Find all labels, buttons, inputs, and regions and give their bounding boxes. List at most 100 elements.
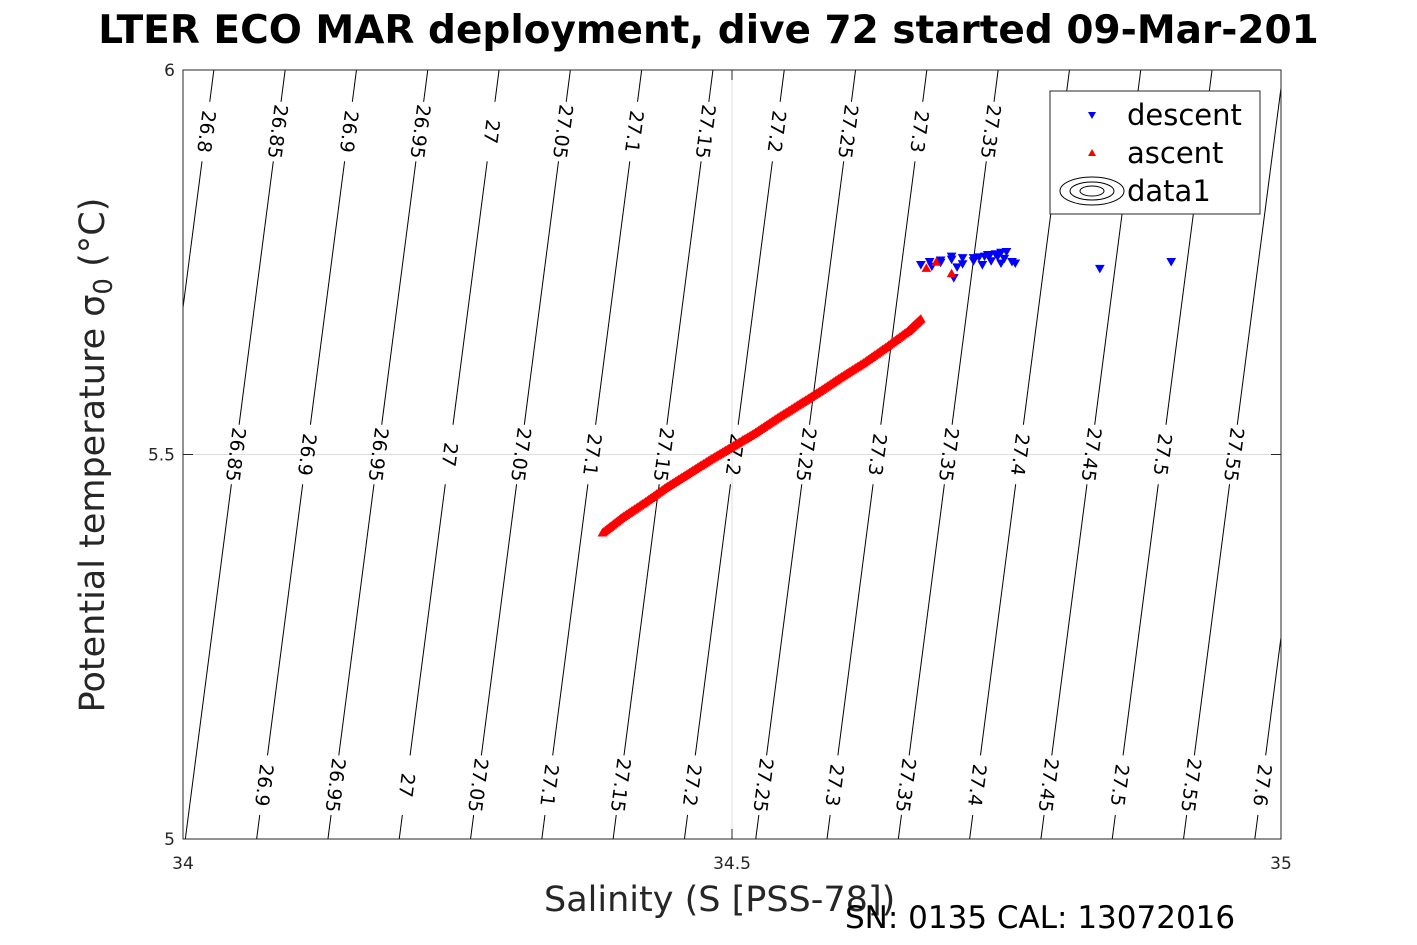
contour-line	[327, 70, 429, 839]
contour-label: 27.2	[763, 109, 790, 154]
contour-segment	[552, 484, 589, 756]
descent-point	[999, 254, 1010, 264]
contour-segment	[809, 161, 845, 425]
contour-segment	[1265, 633, 1281, 756]
contour-label: 26.9	[335, 109, 362, 154]
axis-ticks: 34 34.5 35 5 5.5 6	[148, 61, 1292, 874]
contour-line	[897, 70, 999, 839]
descent-point	[915, 261, 926, 270]
ascent-point	[915, 315, 925, 324]
contour-segment	[1193, 484, 1231, 756]
contour-segment	[837, 484, 874, 756]
contour-line	[612, 70, 714, 839]
contour-segment	[183, 161, 203, 312]
contour-line	[755, 70, 857, 839]
contour-segment	[595, 161, 631, 425]
contour-line	[470, 70, 571, 839]
contour-segment	[266, 484, 304, 756]
legend-marker-contour	[1059, 176, 1125, 206]
legend-marker-contour	[1069, 181, 1115, 201]
contour-segment	[565, 70, 571, 102]
legend-marker-contour	[1079, 185, 1105, 197]
legend-label: descent	[1127, 98, 1242, 132]
contour-segment	[309, 161, 346, 425]
contour-line	[826, 70, 928, 839]
contour-label: 27.3	[820, 763, 847, 808]
descent-point	[1010, 259, 1021, 269]
contour-label: 26.9	[250, 763, 277, 808]
contour-segment	[951, 161, 987, 425]
contour-segment	[541, 814, 546, 839]
contour-segment	[779, 70, 785, 102]
contour-segment	[398, 814, 403, 839]
ascent-point	[946, 268, 957, 278]
contour-segment	[826, 814, 831, 839]
contour-label: 27.5	[1148, 432, 1175, 477]
contour-segment	[969, 814, 974, 839]
data-series	[597, 247, 1177, 537]
contour-segment	[470, 814, 475, 839]
contour-line	[183, 70, 215, 312]
contour-segment	[737, 161, 773, 425]
y-axis-label: Potential temperature σ0 (°C)	[73, 197, 119, 713]
contour-segment	[683, 814, 689, 839]
contour-segment	[381, 161, 417, 425]
descent-point	[952, 263, 962, 272]
contour-label: 26.9	[293, 432, 320, 477]
contour-label: 27	[437, 441, 462, 468]
contour-segment	[850, 70, 857, 102]
descent-point	[982, 251, 993, 260]
contour-segment	[209, 70, 215, 102]
descent-point	[1001, 247, 1012, 257]
contour-label: 27.1	[578, 432, 605, 477]
descent-point	[996, 259, 1006, 269]
legend-label: ascent	[1127, 136, 1223, 170]
contour-segment	[523, 161, 560, 425]
contour-label: 27.4	[963, 763, 990, 808]
y-tick-label: 6	[164, 61, 175, 81]
descent-point	[957, 254, 968, 263]
descent-point	[1094, 264, 1105, 274]
contour-segment	[897, 814, 902, 839]
x-tick-label: 34.5	[713, 854, 751, 874]
descent-point	[924, 257, 935, 267]
contour-line	[256, 70, 357, 839]
contour-segment	[993, 70, 999, 102]
contour-segment	[238, 161, 274, 425]
contour-label: 27.1	[535, 763, 562, 808]
descent-point	[986, 257, 996, 266]
contour-segment	[480, 484, 518, 756]
contour-label: 27.3	[863, 432, 890, 477]
contour-segment	[922, 70, 928, 102]
contour-line	[398, 70, 500, 839]
serial-calibration-note: SN: 0135 CAL: 13072016	[845, 900, 1236, 936]
y-tick-label: 5	[164, 830, 175, 850]
x-axis-label: Salinity (S [PSS-78])	[544, 880, 896, 920]
contour-label: 27.4	[1006, 432, 1033, 477]
contour-line	[1183, 84, 1281, 839]
contour-label: 27	[479, 118, 504, 145]
contour-segment	[979, 484, 1017, 756]
contour-line	[184, 70, 286, 839]
contour-segment	[637, 70, 643, 102]
contour-segment	[1051, 484, 1088, 756]
contour-segment	[1122, 484, 1159, 756]
ascent-point	[931, 257, 942, 266]
contour-segment	[908, 484, 945, 756]
contour-segment	[409, 484, 446, 756]
contour-segment	[1111, 814, 1116, 839]
x-tick-label: 34	[172, 854, 194, 874]
legend-marker-ascent	[1088, 149, 1096, 156]
contour-segment	[452, 161, 488, 425]
contour-label: 27.6	[1248, 763, 1275, 808]
descent-point	[1166, 257, 1177, 267]
contour-segment	[351, 70, 357, 102]
contour-segment	[766, 484, 803, 756]
contour-segment	[694, 484, 731, 756]
contour-segment	[880, 161, 916, 425]
chart-title: LTER ECO MAR deployment, dive 72 started…	[98, 8, 1319, 53]
contour-line	[541, 70, 643, 839]
contour-segment	[338, 484, 375, 756]
contour-line	[1254, 633, 1281, 839]
